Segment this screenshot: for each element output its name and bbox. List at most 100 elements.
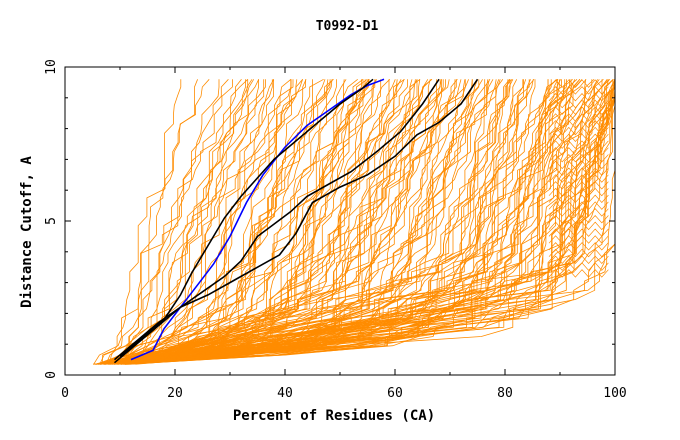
model-curve bbox=[110, 79, 466, 365]
y-tick-label: 10 bbox=[44, 59, 59, 75]
model-curve bbox=[131, 79, 303, 365]
model-curve bbox=[105, 79, 431, 365]
model-curve bbox=[125, 79, 255, 365]
model-curve bbox=[109, 78, 324, 365]
model-curves-bundle bbox=[93, 78, 616, 365]
model-curve-hatch bbox=[548, 106, 609, 115]
model-curve-hatch bbox=[548, 248, 609, 258]
model-curve bbox=[125, 79, 616, 365]
x-axis-label: Percent of Residues (CA) bbox=[233, 408, 435, 424]
model-curve bbox=[113, 79, 513, 365]
model-curve-hatch bbox=[548, 181, 609, 190]
model-curve-hatch bbox=[548, 113, 609, 122]
model-curve bbox=[128, 79, 483, 365]
model-curve-hatch bbox=[548, 174, 609, 183]
x-tick-label: 100 bbox=[603, 386, 626, 401]
x-tick-label: 80 bbox=[497, 386, 513, 401]
model-curve bbox=[103, 78, 573, 365]
model-curve bbox=[100, 79, 292, 365]
model-curve-hatch bbox=[548, 214, 609, 224]
model-curve bbox=[104, 79, 249, 365]
model-curve bbox=[129, 79, 421, 365]
model-curve-hatch bbox=[548, 86, 609, 95]
model-curve bbox=[115, 79, 304, 365]
model-curve bbox=[120, 78, 364, 365]
model-curve bbox=[115, 79, 418, 365]
model-curve bbox=[123, 79, 396, 365]
model-curve-hatch bbox=[548, 194, 609, 204]
x-tick-label: 40 bbox=[277, 386, 293, 401]
model-curve-hatch bbox=[548, 92, 609, 102]
model-curve-hatch bbox=[548, 153, 609, 163]
model-curve bbox=[130, 79, 567, 365]
model-curve bbox=[135, 79, 616, 365]
model-curve bbox=[128, 79, 229, 365]
model-curve bbox=[100, 79, 615, 365]
model-curve bbox=[94, 79, 437, 365]
model-curve bbox=[109, 79, 581, 365]
y-ticks: 0 5 10 bbox=[44, 59, 615, 379]
model-curve bbox=[124, 79, 363, 365]
model-curve bbox=[112, 79, 595, 365]
model-curve bbox=[95, 79, 432, 365]
model-curve-hatch bbox=[548, 242, 609, 251]
model-curve bbox=[93, 79, 242, 365]
model-curve-hatch bbox=[548, 228, 609, 237]
model-curve bbox=[125, 79, 600, 365]
y-tick-label: 5 bbox=[44, 217, 59, 225]
highlight-curve-black bbox=[113, 78, 479, 361]
model-curve bbox=[117, 79, 260, 365]
x-tick-label: 20 bbox=[167, 386, 183, 401]
model-curve bbox=[109, 79, 500, 365]
model-curve-hatch bbox=[548, 99, 609, 109]
model-curve-hatch bbox=[548, 160, 609, 170]
model-curve bbox=[131, 79, 416, 365]
model-curve bbox=[117, 79, 535, 365]
x-ticks: 0 20 40 60 80 100 bbox=[61, 67, 627, 401]
model-curve bbox=[109, 79, 369, 365]
model-curve bbox=[98, 79, 466, 365]
model-curve bbox=[103, 79, 266, 365]
chart-title: T0992-D1 bbox=[316, 19, 379, 34]
highlight-curve-black bbox=[119, 78, 374, 358]
model-curve bbox=[105, 79, 608, 365]
y-tick-label: 0 bbox=[44, 371, 59, 379]
x-tick-label: 60 bbox=[387, 386, 403, 401]
model-curve-hatch bbox=[548, 187, 609, 197]
highlight-curve-black bbox=[113, 78, 440, 364]
model-curve-hatch bbox=[548, 208, 609, 217]
model-curve bbox=[105, 79, 275, 365]
model-curve-hatch bbox=[548, 120, 609, 129]
x-tick-label: 0 bbox=[61, 386, 69, 401]
model-curve-hatch bbox=[548, 201, 609, 210]
model-curve bbox=[125, 79, 524, 365]
model-curve bbox=[114, 79, 549, 365]
model-curve bbox=[125, 79, 273, 365]
model-curve bbox=[117, 79, 616, 365]
model-curve bbox=[98, 79, 583, 365]
model-curve bbox=[124, 79, 616, 365]
model-curve bbox=[105, 79, 265, 365]
model-curve-hatch bbox=[548, 126, 609, 136]
model-curve-hatch bbox=[548, 255, 609, 265]
model-curve-hatch bbox=[548, 140, 609, 149]
model-curve bbox=[96, 79, 511, 365]
model-curve bbox=[109, 79, 307, 365]
model-curve bbox=[127, 79, 536, 365]
model-curve bbox=[126, 79, 549, 365]
model-curve-hatch bbox=[548, 133, 609, 143]
y-axis-label: Distance Cutoff, A bbox=[19, 156, 35, 308]
model-curve bbox=[130, 79, 534, 365]
model-curve-hatch bbox=[548, 79, 609, 88]
model-curve bbox=[96, 79, 611, 365]
model-curve-hatch bbox=[548, 167, 609, 176]
model-curve bbox=[97, 79, 298, 365]
model-curve bbox=[126, 79, 610, 365]
model-curve bbox=[113, 79, 504, 365]
model-curve bbox=[96, 79, 347, 365]
model-curve bbox=[125, 79, 489, 365]
model-curve bbox=[127, 78, 334, 365]
model-curve bbox=[100, 79, 473, 365]
highlight-curve-blue bbox=[130, 78, 385, 361]
